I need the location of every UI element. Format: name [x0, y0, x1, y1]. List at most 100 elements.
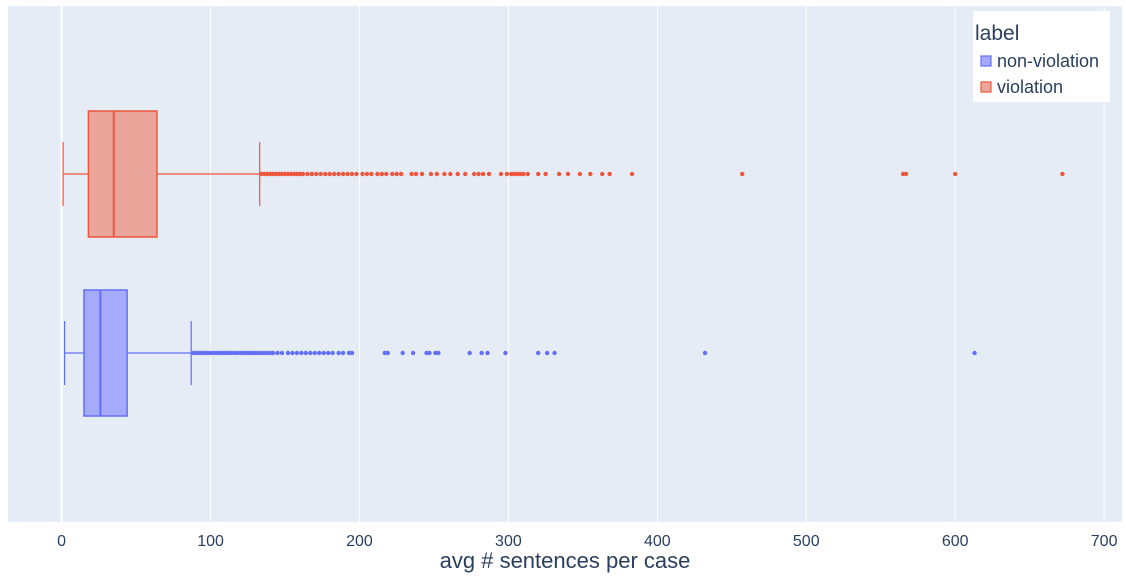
x-tick-label-100: 100	[197, 533, 224, 550]
outlier-point	[409, 171, 414, 177]
outlier-point	[486, 171, 492, 177]
legend[interactable]: label non-violation violation	[973, 11, 1110, 102]
outlier-point	[577, 171, 583, 177]
outlier-point	[394, 171, 399, 177]
outlier-point	[390, 171, 395, 177]
outlier-point	[480, 171, 486, 177]
outlier-point	[340, 350, 346, 356]
x-axis-title: avg # sentences per case	[440, 548, 691, 573]
outlier-point	[498, 171, 504, 177]
x-tick-label-400: 400	[644, 533, 671, 550]
outlier-point	[629, 171, 635, 177]
outlier-point	[345, 171, 350, 177]
outlier-point	[270, 350, 276, 356]
outlier-point	[290, 350, 295, 356]
outlier-point	[349, 171, 355, 177]
outlier-point	[364, 171, 370, 177]
outlier-point	[525, 171, 530, 177]
outlier-point	[384, 171, 389, 177]
outlier-point	[327, 171, 332, 177]
outlier-point	[463, 171, 468, 177]
outlier-point	[308, 350, 313, 356]
outlier-point	[312, 350, 317, 356]
box-iqr	[83, 289, 128, 417]
outlier-point	[503, 350, 508, 356]
outlier-point	[448, 171, 453, 177]
outlier-point	[903, 171, 909, 177]
outlier-point	[336, 350, 341, 356]
outlier-point	[300, 171, 306, 177]
outlier-point	[354, 171, 359, 177]
outlier-point	[360, 171, 365, 177]
outlier-point	[600, 171, 605, 177]
x-tick-label-200: 200	[346, 533, 373, 550]
outlier-point	[410, 350, 416, 356]
outlier-point	[740, 171, 745, 177]
box-traces	[62, 110, 1065, 417]
outlier-point	[303, 350, 309, 356]
outlier-point	[419, 171, 425, 177]
outlier-point	[400, 350, 405, 356]
outlier-point	[349, 350, 355, 356]
outlier-point	[544, 350, 550, 356]
x-axis-ticks: 0 100 200 300 400 500 600 700	[57, 533, 1117, 550]
outlier-point	[413, 171, 419, 177]
outlier-point	[318, 171, 323, 177]
outlier-point	[294, 350, 300, 356]
outlier-point	[543, 171, 548, 177]
outlier-point	[434, 171, 440, 177]
outlier-point	[321, 350, 326, 356]
outlier-point	[340, 171, 346, 177]
outlier-point	[471, 171, 477, 177]
x-tick-label-600: 600	[942, 533, 969, 550]
outlier-point	[565, 171, 571, 177]
outlier-point	[279, 350, 285, 356]
outlier-point	[702, 350, 708, 356]
legend-swatch	[980, 81, 992, 93]
outlier-point	[385, 350, 390, 356]
outlier-point	[479, 350, 484, 356]
outlier-point	[326, 350, 331, 356]
outlier-point	[428, 171, 434, 177]
legend-item-violation[interactable]: violation	[980, 77, 1063, 97]
outlier-point	[323, 171, 328, 177]
legend-item-non-violation[interactable]: non-violation	[980, 51, 1099, 71]
outlier-point	[588, 171, 593, 177]
outlier-point	[375, 171, 380, 177]
box-violation[interactable]	[62, 110, 1065, 238]
box-iqr	[87, 110, 158, 238]
outlier-point	[485, 350, 490, 356]
plot-background	[8, 6, 1122, 522]
outlier-point	[305, 171, 310, 177]
legend-swatch	[980, 55, 992, 67]
outlier-point	[379, 171, 385, 177]
outlier-point	[467, 350, 472, 356]
outlier-point	[607, 171, 612, 177]
outlier-point	[330, 350, 335, 356]
outlier-point	[1060, 171, 1065, 177]
outlier-point	[556, 171, 562, 177]
outlier-point	[952, 171, 958, 177]
outlier-point	[398, 171, 404, 177]
outlier-point	[535, 171, 541, 177]
outlier-point	[476, 171, 481, 177]
outlier-point	[309, 171, 315, 177]
outlier-point	[285, 350, 291, 356]
outlier-point	[972, 350, 977, 356]
outlier-point	[331, 171, 337, 177]
box-non-violation[interactable]	[63, 289, 977, 417]
legend-title: label	[975, 22, 1019, 45]
x-tick-label-300: 300	[495, 533, 522, 550]
outlier-point	[521, 171, 526, 177]
outlier-point	[299, 350, 304, 356]
outlier-point	[436, 350, 441, 356]
legend-label: violation	[997, 77, 1063, 97]
outlier-point	[275, 350, 280, 356]
x-tick-label-0: 0	[57, 533, 66, 550]
x-tick-label-500: 500	[793, 533, 820, 550]
outlier-point	[314, 171, 319, 177]
outlier-point	[336, 171, 341, 177]
outlier-point	[317, 350, 322, 356]
outlier-point	[504, 171, 510, 177]
